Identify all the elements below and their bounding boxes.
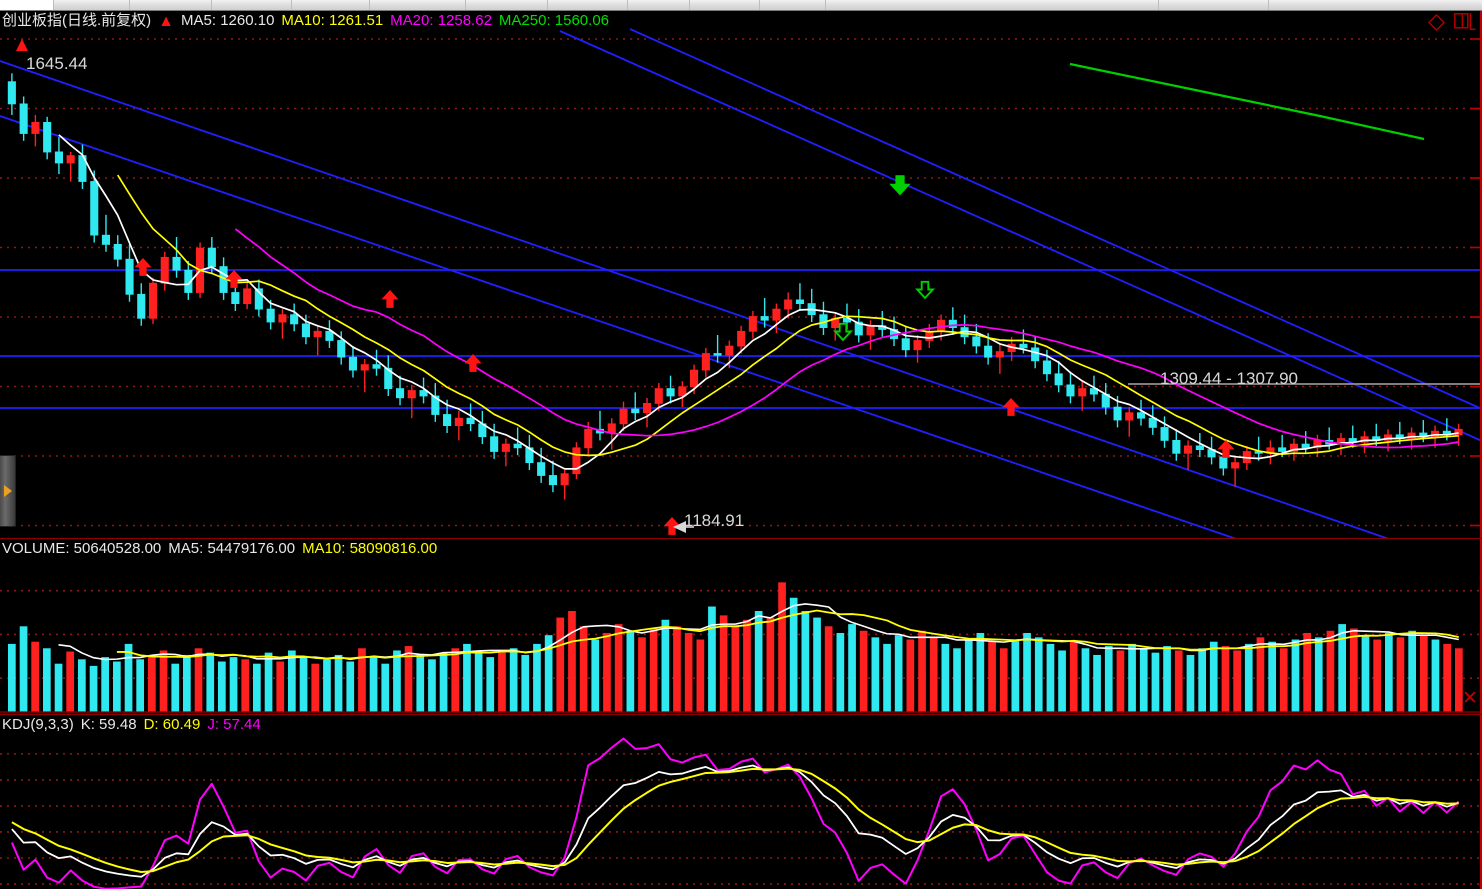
toolbar-button[interactable] <box>1159 0 1269 10</box>
kdj-d-readout: D: 60.49 <box>143 716 201 733</box>
volume-plot-area[interactable] <box>0 539 1482 714</box>
ma10-readout: MA10: 1261.51 <box>281 12 384 29</box>
toolbar-button[interactable] <box>1039 0 1159 10</box>
toolbar-spacer-right <box>1269 0 1482 10</box>
kdj-panel-header: KDJ(9,3,3) K: 59.48 D: 60.49 J: 57.44 <box>2 716 268 734</box>
window-controls[interactable] <box>1428 13 1476 31</box>
main-toolbar[interactable] <box>0 0 1482 11</box>
trend-up-arrow-icon: ▲ <box>158 13 175 30</box>
toolbar-button[interactable] <box>212 0 292 10</box>
toolbar-button[interactable] <box>0 0 54 10</box>
toolbar-button[interactable] <box>292 0 370 10</box>
price-plot-area[interactable] <box>0 11 1482 538</box>
kdj-panel-right-border <box>1480 715 1482 889</box>
volume-chart-panel[interactable]: VOLUME: 50640528.00 MA5: 54479176.00 MA10:… <box>0 538 1482 714</box>
volume-readout: VOLUME: 50640528.00 <box>2 540 162 557</box>
toolbar-button[interactable] <box>370 0 466 10</box>
kdj-k-readout: K: 59.48 <box>80 716 137 733</box>
toolbar-spacer <box>826 0 1039 10</box>
toolbar-button-alert[interactable] <box>690 0 760 10</box>
diamond-icon[interactable] <box>1428 13 1445 31</box>
sidebar-expand-handle[interactable] <box>0 455 16 527</box>
kdj-chart-panel[interactable]: KDJ(9,3,3) K: 59.48 D: 60.49 J: 57.44 <box>0 714 1482 889</box>
ma250-readout: MA250: 1560.06 <box>498 12 610 29</box>
toolbar-button[interactable] <box>130 0 212 10</box>
kdj-plot-area[interactable] <box>0 715 1482 889</box>
expand-right-triangle-icon <box>3 485 12 497</box>
price-panel-right-border <box>1480 11 1482 538</box>
low-price-annotation: 1184.91 <box>684 511 745 530</box>
split-window-icon[interactable] <box>1454 13 1476 31</box>
volume-ma5-readout: MA5: 54479176.00 <box>168 540 296 557</box>
price-chart-panel[interactable]: 创业板指(日线.前复权) ▲ MA5: 1260.10 MA10: 1261.51 MA… <box>0 11 1482 538</box>
kdj-j-readout: J: 57.44 <box>207 716 261 733</box>
instrument-title: 创业板指(日线.前复权) <box>2 12 152 29</box>
volume-ma10-readout: MA10: 58090816.00 <box>302 540 438 557</box>
volume-panel-right-border <box>1480 539 1482 714</box>
volume-panel-close-button[interactable]: ✕ <box>1462 687 1478 709</box>
ma20-readout: MA20: 1258.62 <box>390 12 492 29</box>
kdj-name-label: KDJ(9,3,3) <box>2 716 74 733</box>
volume-panel-header: VOLUME: 50640528.00 MA5: 54479176.00 MA10:… <box>2 540 444 558</box>
high-price-annotation: 1645.44 <box>26 54 88 73</box>
toolbar-button[interactable] <box>54 0 130 10</box>
toolbar-button[interactable] <box>628 0 690 10</box>
price-range-annotation: 1309.44 - 1307.90 <box>1160 369 1299 388</box>
ma5-readout: MA5: 1260.10 <box>181 12 275 29</box>
toolbar-button-alert[interactable] <box>760 0 826 10</box>
price-panel-header: 创业板指(日线.前复权) ▲ MA5: 1260.10 MA10: 1261.51 MA… <box>2 12 616 30</box>
toolbar-button[interactable] <box>466 0 548 10</box>
toolbar-button[interactable] <box>548 0 628 10</box>
